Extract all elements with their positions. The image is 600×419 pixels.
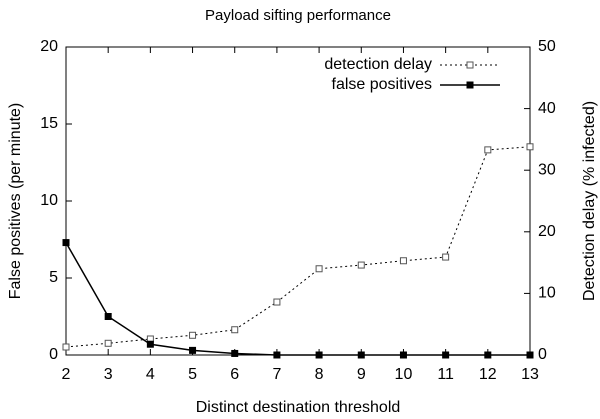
marker [231,349,239,357]
x-tick-label: 10 [395,366,413,383]
marker [484,351,492,359]
y2-axis-label: Detection delay (% infected) [581,101,598,301]
marker [146,340,154,348]
marker [62,343,70,351]
y-tick-label: 10 [40,192,58,209]
plot-frame [65,46,531,356]
y2-tick-label: 0 [538,346,547,363]
y2-tick-label: 20 [538,223,556,240]
marker [442,253,450,261]
marker [399,257,407,265]
marker [399,351,407,359]
x-tick-label: 4 [146,366,155,383]
x-tick-label: 8 [315,366,324,383]
series-line [65,242,530,356]
legend-label: detection delay [324,56,432,73]
x-tick-label: 12 [479,366,497,383]
x-tick-label: 9 [357,366,366,383]
x-tick-label: 5 [188,366,197,383]
marker [526,143,534,151]
marker [526,351,534,359]
marker [357,351,365,359]
marker [315,351,323,359]
y2-tick-label: 30 [538,161,556,178]
marker [189,331,197,339]
y-tick-label: 20 [40,38,58,55]
marker [104,339,112,347]
marker [104,313,112,320]
marker [273,351,281,359]
marker [273,298,281,306]
series-line [65,146,531,348]
x-tick-label: 3 [104,366,113,383]
y2-tick-label: 10 [538,285,556,302]
marker [315,265,323,273]
legend-marker [466,81,474,89]
marker [62,239,70,247]
marker [442,351,450,359]
marker [231,326,239,334]
x-axis-label: Distinct destination threshold [196,399,401,416]
legend-label: false positives [332,76,433,93]
x-tick-label: 13 [521,366,539,383]
marker [189,346,197,354]
chart-title: Payload sifting performance [205,7,391,24]
legend-marker [466,61,474,69]
y-tick-label: 5 [49,269,58,286]
y-axis-label: False positives (per minute) [7,103,24,300]
y2-tick-label: 50 [538,38,556,55]
marker [484,146,492,154]
x-tick-label: 6 [230,366,239,383]
x-tick-label: 11 [437,366,454,383]
y-tick-label: 0 [49,346,58,363]
x-tick-label: 7 [272,366,281,383]
x-tick-label: 2 [62,366,71,383]
y2-tick-label: 40 [538,100,556,117]
marker [357,261,365,269]
y-tick-label: 15 [40,115,58,132]
